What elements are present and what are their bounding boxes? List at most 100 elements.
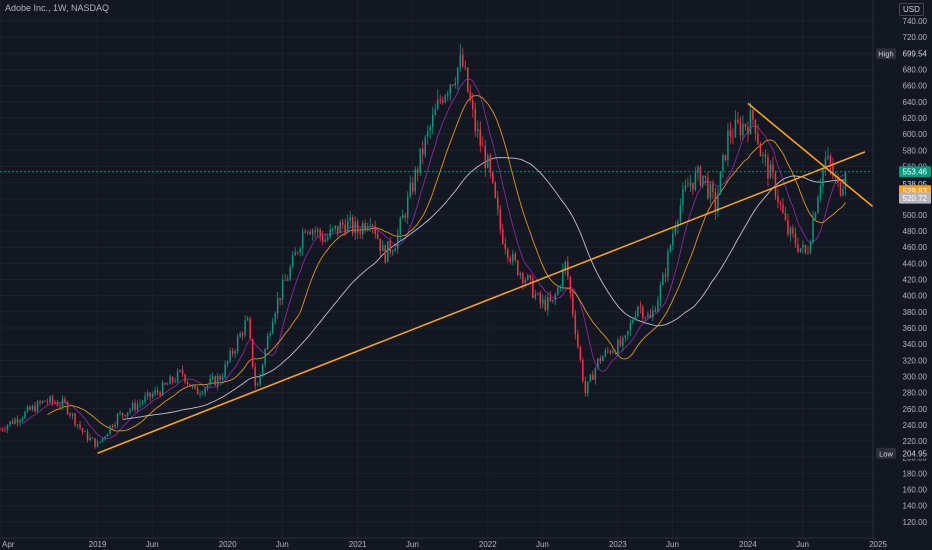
candle-body [39,401,41,404]
candle-body [174,381,176,383]
candle-body [839,182,842,196]
candle-body [762,154,764,157]
candle-body [824,158,827,170]
candle-body [264,349,266,365]
trendlines [97,102,879,454]
candle-body [584,381,587,393]
candle-body [694,172,697,190]
price-tick-label: 260.00 [903,405,928,414]
candle-body [156,390,159,393]
candle-body [472,100,474,109]
candle-body [787,220,789,235]
candle-body [734,119,737,138]
candle-body [754,119,757,134]
candle-body [614,351,617,354]
currency-badge[interactable]: USD [899,3,924,16]
candle-body [692,182,694,190]
candle-body [772,164,774,173]
candle-body [91,437,94,439]
candle-body [249,318,251,339]
candle-body [314,230,316,232]
candle-body [349,217,351,221]
price-label: 553.46 [899,166,931,178]
candle-body [171,376,174,382]
candle-body [71,413,74,416]
candle-body [289,267,291,280]
candle-body [109,425,111,435]
candle-body [532,278,534,298]
candle-body [99,441,101,443]
candle-body [211,376,214,379]
candle-body [797,244,799,252]
candle-body [144,396,146,402]
candle-body [649,314,652,318]
candle-body [1,429,4,430]
candle-body [11,421,14,424]
candle-body [321,235,324,242]
candle-body [389,241,391,253]
price-tick-label: 740.00 [903,17,928,26]
candle-body [244,320,246,335]
candle-body [56,403,59,407]
time-axis: Apr 2019 Jun 2020 Jun 2021 Jun 2022 Jun 2023 Jun 20… [0,537,887,550]
candle-body [552,299,554,301]
candle-body [94,438,96,447]
candle-body [121,412,124,415]
candle-body [527,275,529,281]
time-tick-label: Apr [2,540,15,549]
candle-body [609,350,612,353]
candle-body [371,225,374,227]
price-tick-label: 360.00 [903,324,928,333]
candle-body [186,382,189,384]
candle-body [642,307,644,319]
candle-body [239,333,241,338]
price-label-value: 204.95 [903,449,928,458]
candle-body [96,442,99,447]
candle-body [429,127,431,131]
candle-body [537,293,539,295]
candle-body [439,99,442,101]
candle-body [789,227,792,235]
candle-body [607,350,609,352]
price-tick-label: 680.00 [903,65,928,74]
candle-body [359,232,361,235]
candle-body [837,177,839,183]
candle-body [49,396,51,403]
candle-body [817,197,819,214]
candle-body [436,99,439,110]
candle-body [524,280,527,284]
candle-body [742,123,744,136]
candle-body [479,129,482,146]
candle-body [507,249,509,258]
candle-body [809,242,812,253]
price-tick-label: 480.00 [903,227,928,236]
candle-body [224,364,226,378]
candle-body [462,54,464,67]
price-tick-label: 580.00 [903,146,928,155]
candle-body [617,339,619,354]
candle-body [309,231,311,235]
price-tick-label: 600.00 [903,130,928,139]
chart-title: Adobe Inc., 1W, NASDAQ [5,3,110,13]
candle-body [256,384,259,386]
candle-body [404,215,406,218]
candle-body [206,384,209,389]
candle-body [149,392,151,398]
candle-body [61,399,64,407]
candle-body [161,382,164,396]
candle-body [261,364,264,375]
candle-body [497,197,499,210]
candle-body [564,261,567,270]
candle-body [384,245,386,263]
candle-body [592,374,594,380]
time-tick-label: Jun [536,540,549,549]
price-tick-label: 420.00 [903,276,928,285]
candle-body [221,377,224,380]
candle-body [324,239,326,242]
candle-body [259,374,261,385]
candle-body [779,202,782,205]
candle-body [569,276,572,294]
price-label-box [899,166,931,178]
candle-body [0,428,1,430]
